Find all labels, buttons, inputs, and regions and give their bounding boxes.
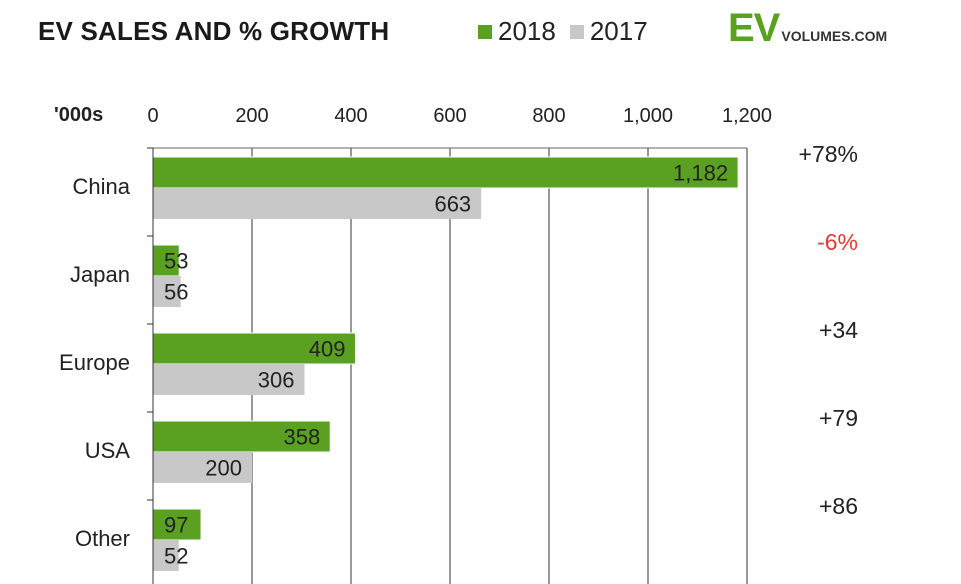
data-label-japan-2017: 56 bbox=[164, 280, 188, 305]
growth-label-other: +86 bbox=[819, 493, 858, 519]
legend-item-2018: 2018 bbox=[478, 16, 556, 47]
data-label-usa-2018: 358 bbox=[283, 425, 320, 450]
bar-other-2018 bbox=[152, 508, 202, 541]
ev-volumes-logo: EV VOLUMES.COM bbox=[728, 6, 887, 51]
category-label-usa: USA bbox=[85, 438, 131, 463]
legend-label-2017: 2017 bbox=[589, 16, 648, 46]
data-label-europe-2017: 306 bbox=[258, 368, 295, 393]
legend: 2018 2017 bbox=[478, 16, 648, 47]
bar-usa-2017 bbox=[153, 452, 252, 483]
x-tick-label-1200: 1,200 bbox=[722, 105, 772, 127]
logo-ev-text: EV bbox=[728, 6, 780, 50]
growth-label-china: +78% bbox=[799, 141, 858, 167]
bar-other-2017 bbox=[153, 540, 179, 571]
data-label-japan-2018: 53 bbox=[164, 249, 188, 274]
x-tick-label-800: 800 bbox=[532, 105, 565, 127]
unit-label: '000s bbox=[54, 104, 104, 126]
legend-swatch-2018 bbox=[478, 24, 492, 39]
bar-usa-2018 bbox=[152, 420, 331, 453]
legend-label-2018: 2018 bbox=[498, 16, 556, 46]
bar-china-2018 bbox=[152, 156, 739, 189]
growth-label-japan: -6% bbox=[817, 229, 858, 255]
category-label-china: China bbox=[73, 174, 131, 199]
bar-japan-2017 bbox=[153, 276, 181, 307]
category-label-europe: Europe bbox=[59, 350, 130, 375]
x-tick-label-400: 400 bbox=[334, 105, 367, 127]
x-tick-label-200: 200 bbox=[235, 105, 268, 127]
bar-europe-2017 bbox=[153, 364, 305, 395]
category-label-japan: Japan bbox=[70, 262, 130, 287]
logo-volumes-text: VOLUMES.COM bbox=[781, 28, 888, 44]
data-label-other-2017: 52 bbox=[164, 544, 188, 569]
bar-europe-2018 bbox=[152, 332, 356, 365]
data-label-other-2018: 97 bbox=[164, 513, 188, 538]
data-label-europe-2018: 409 bbox=[309, 337, 346, 362]
chart-title: EV SALES AND % GROWTH bbox=[38, 16, 390, 46]
x-tick-label-1000: 1,000 bbox=[623, 105, 673, 127]
category-label-other: Other bbox=[75, 526, 130, 551]
bar-china-2017 bbox=[153, 188, 482, 219]
data-label-china-2018: 1,182 bbox=[673, 161, 728, 186]
legend-item-2017: 2017 bbox=[569, 16, 648, 47]
data-label-china-2017: 663 bbox=[434, 192, 471, 217]
x-tick-label-0: 0 bbox=[147, 105, 158, 127]
growth-label-europe: +34 bbox=[819, 317, 858, 343]
data-label-usa-2017: 200 bbox=[205, 456, 242, 481]
legend-swatch-2017 bbox=[569, 24, 584, 39]
growth-label-usa: +79 bbox=[819, 405, 858, 431]
x-tick-label-600: 600 bbox=[433, 105, 466, 127]
